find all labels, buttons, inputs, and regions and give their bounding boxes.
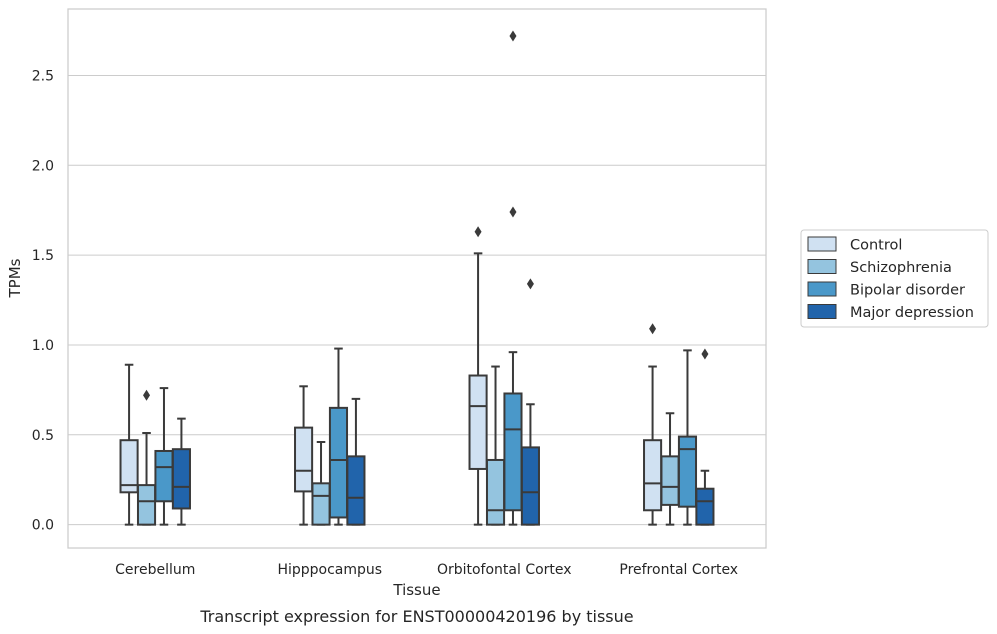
y-tick-label: 1.5 bbox=[32, 248, 54, 264]
box-iqr bbox=[468, 374, 488, 470]
box-iqr bbox=[503, 392, 523, 512]
y-tick-label: 2.5 bbox=[32, 68, 54, 84]
plot-frame bbox=[67, 8, 767, 549]
box-iqr bbox=[136, 484, 157, 526]
legend-swatch bbox=[807, 281, 837, 297]
legend-label: Bipolar disorder bbox=[850, 283, 965, 299]
box-iqr bbox=[119, 439, 139, 494]
y-axis-ticks: 0.0 0.5 1.0 1.5 2.0 2.5 bbox=[32, 68, 54, 533]
legend-label: Major depression bbox=[850, 305, 974, 321]
box-iqr bbox=[346, 455, 366, 526]
x-axis-label: Tissue bbox=[392, 581, 440, 599]
box-iqr bbox=[485, 458, 506, 526]
x-axis-ticks: Cerebellum Hipppocampus Orbitofontal Corte… bbox=[115, 562, 738, 578]
x-tick-label: Cerebellum bbox=[115, 562, 195, 578]
box-iqr bbox=[171, 448, 191, 510]
outlier-point bbox=[474, 226, 482, 238]
legend-swatch bbox=[807, 236, 837, 252]
x-tick-label: Prefrontal Cortex bbox=[619, 562, 738, 578]
box-iqr bbox=[328, 406, 349, 519]
x-tick-label: Hipppocampus bbox=[277, 562, 382, 578]
box-iqr bbox=[695, 487, 715, 526]
outlier-point bbox=[143, 389, 151, 401]
y-tick-label: 0.0 bbox=[32, 518, 54, 534]
legend-frame bbox=[800, 229, 989, 328]
y-tick-label: 0.5 bbox=[32, 428, 54, 444]
legend-swatch bbox=[807, 259, 837, 274]
chart-caption: Transcript expression for ENST0000042019… bbox=[199, 607, 633, 626]
outlier-point bbox=[509, 206, 517, 218]
box-iqr bbox=[660, 455, 680, 506]
y-tick-label: 1.0 bbox=[32, 338, 54, 354]
box-iqr bbox=[311, 482, 331, 526]
y-tick-label: 2.0 bbox=[32, 158, 54, 174]
box-iqr bbox=[520, 446, 540, 526]
box-iqr bbox=[154, 449, 174, 503]
legend-label: Control bbox=[850, 238, 902, 254]
legend-swatch bbox=[807, 304, 837, 319]
outlier-point bbox=[526, 278, 534, 290]
box-iqr bbox=[677, 435, 698, 508]
x-tick-label: Orbitofontal Cortex bbox=[437, 562, 572, 578]
box-iqr bbox=[294, 426, 314, 493]
outlier-point bbox=[649, 323, 657, 335]
legend: Control Schizophrenia Bipolar disorder Majo… bbox=[800, 229, 989, 328]
boxes-layer bbox=[119, 30, 715, 526]
y-axis-label: TPMs bbox=[6, 258, 24, 298]
outlier-point bbox=[509, 30, 517, 42]
outlier-point bbox=[701, 348, 709, 360]
box-iqr bbox=[643, 439, 663, 512]
legend-label: Schizophrenia bbox=[850, 260, 952, 276]
